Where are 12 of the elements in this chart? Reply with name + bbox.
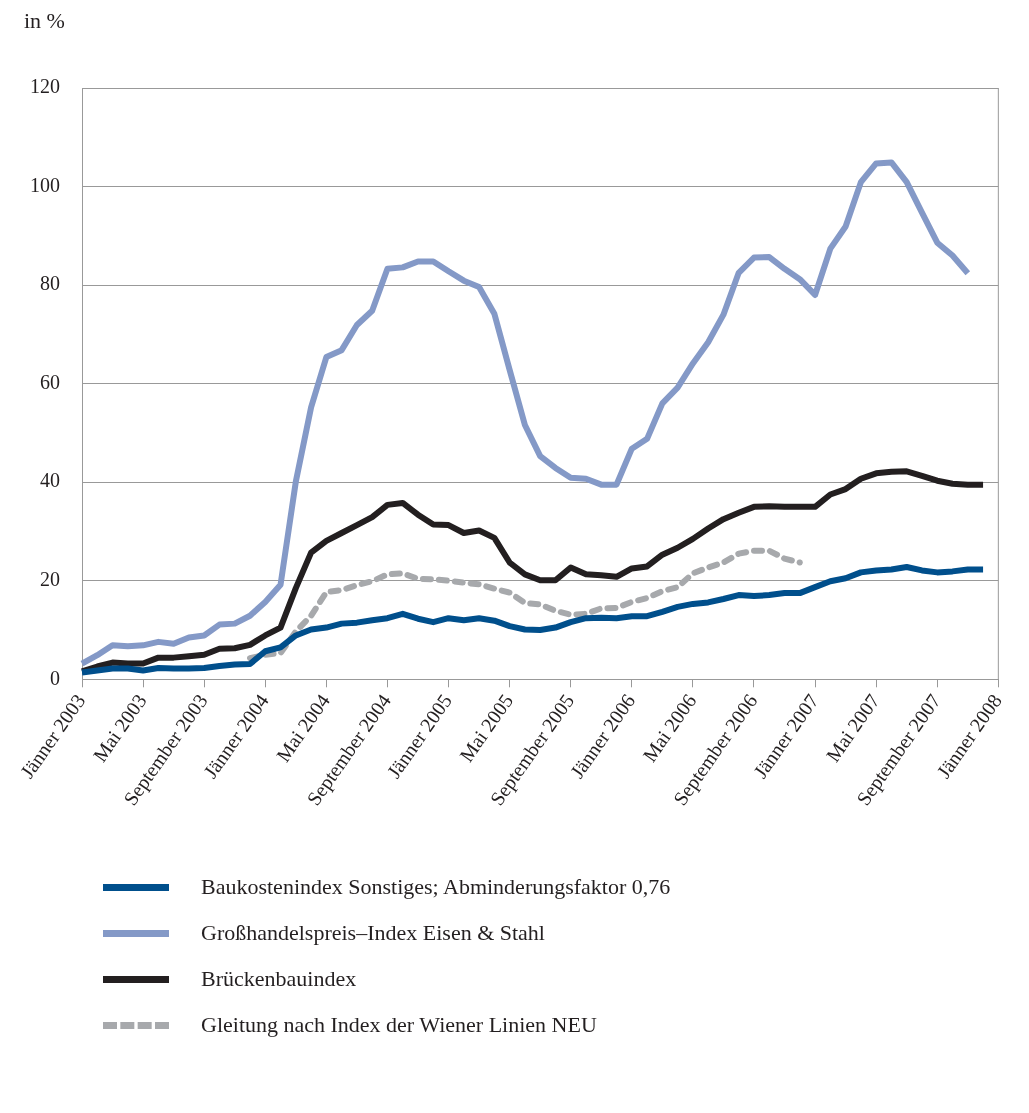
y-tick-label: 40: [40, 469, 60, 492]
legend-label: Großhandelspreis–Index Eisen & Stahl: [201, 920, 545, 946]
y-tick-label: 0: [50, 666, 60, 689]
y-tick-label: 100: [30, 173, 60, 196]
legend-label: Brückenbauindex: [201, 966, 357, 992]
y-tick-label: 60: [40, 370, 60, 393]
y-tick-label: 20: [40, 568, 60, 591]
legend-label: Baukostenindex Sonstiges; Abminderungsfaktor 0,76: [201, 874, 671, 900]
y-tick-label: 80: [40, 272, 60, 295]
y-tick-label: 120: [30, 75, 60, 98]
legend-label: Gleitung nach Index der Wiener Linien NEU: [201, 1012, 597, 1038]
y-axis-title: in %: [24, 8, 66, 34]
